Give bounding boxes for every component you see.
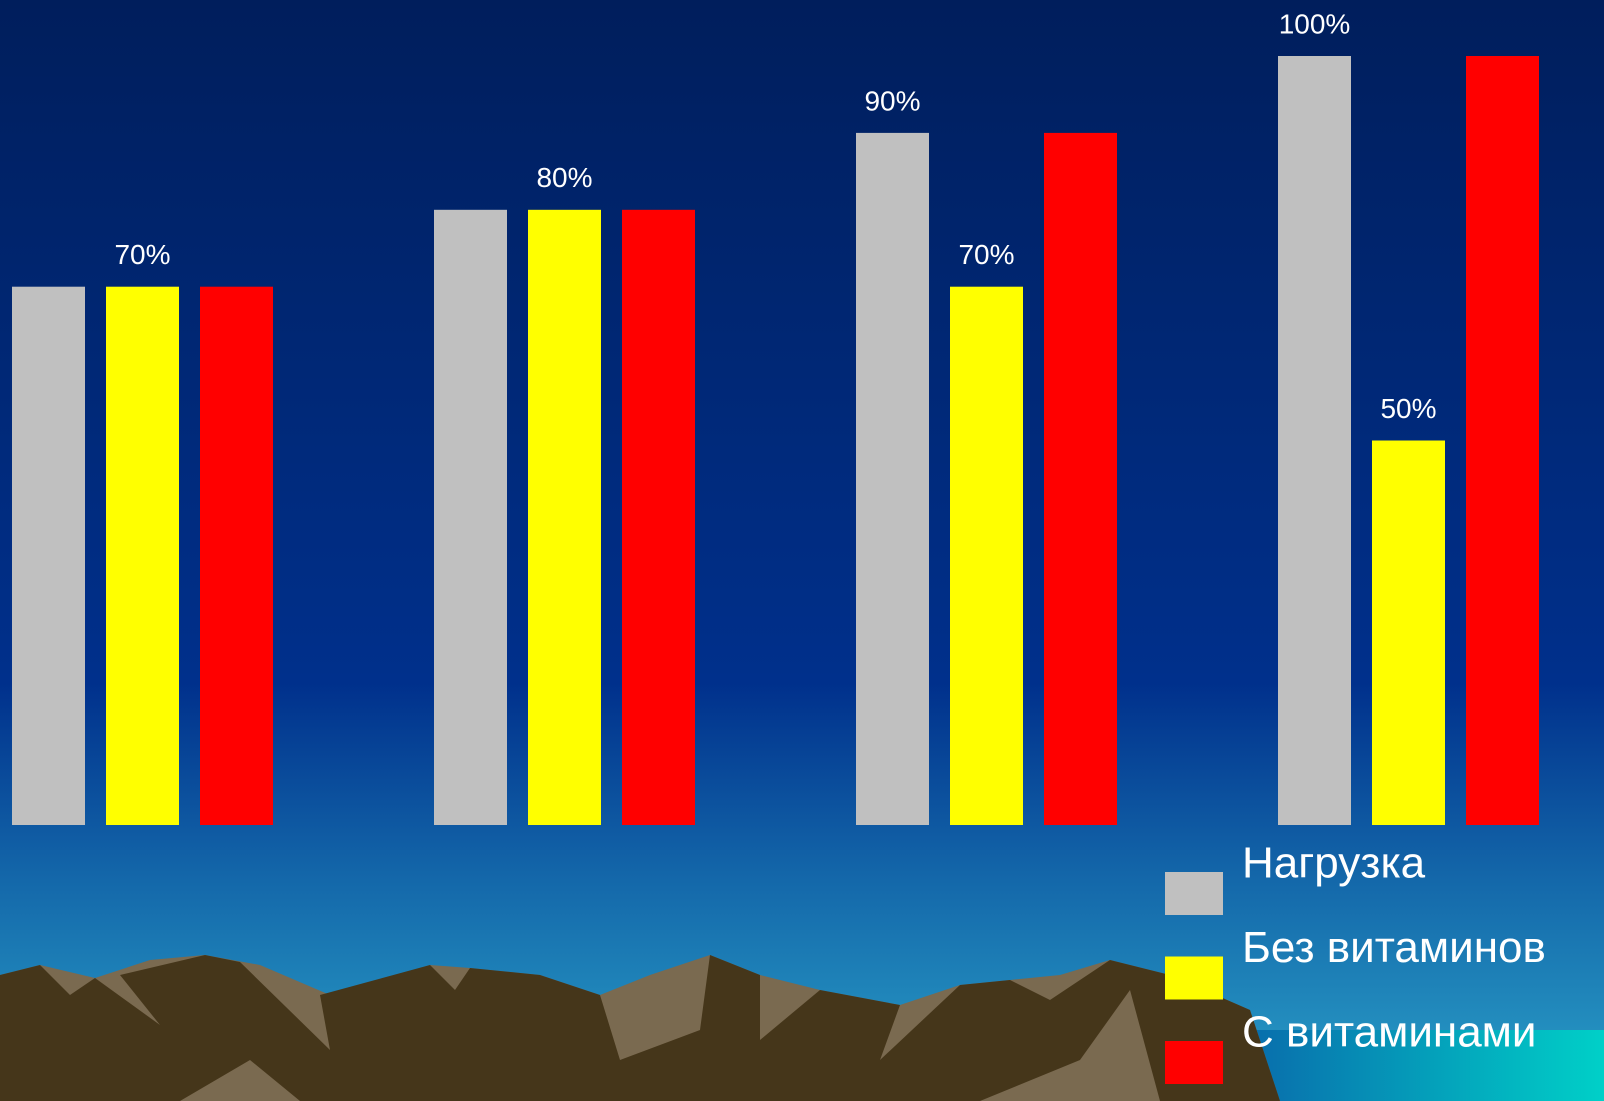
bar [856,132,929,825]
bar [12,286,85,825]
bar [200,286,273,825]
legend-swatch [1165,956,1223,1000]
legend-label: Без витаминов [1242,923,1546,972]
legend-swatch [1165,1041,1223,1084]
decor-band [1200,1030,1604,1101]
value-label: 80% [536,162,592,193]
bar [1044,132,1117,825]
legend-swatch [1165,872,1223,915]
value-label: 70% [958,239,1014,270]
bar [1466,56,1539,825]
legend-label: С витаминами [1242,1008,1537,1057]
value-label: 50% [1380,393,1436,424]
bar [1372,440,1445,825]
value-label: 70% [114,239,170,270]
mountain-shadows [0,955,1280,1101]
plot: 90% 100% 70% 80% 70% 50% [12,8,1539,826]
bar [622,209,695,826]
bar [950,286,1023,825]
bar [106,286,179,825]
value-label: 100% [1279,8,1351,39]
bar [528,209,601,826]
value-label: 90% [864,85,920,116]
bar [1278,56,1351,825]
bar [434,209,507,826]
legend-label: Нагрузка [1242,839,1426,888]
legend: Нагрузка Без витаминов С витаминами [1165,839,1546,1084]
